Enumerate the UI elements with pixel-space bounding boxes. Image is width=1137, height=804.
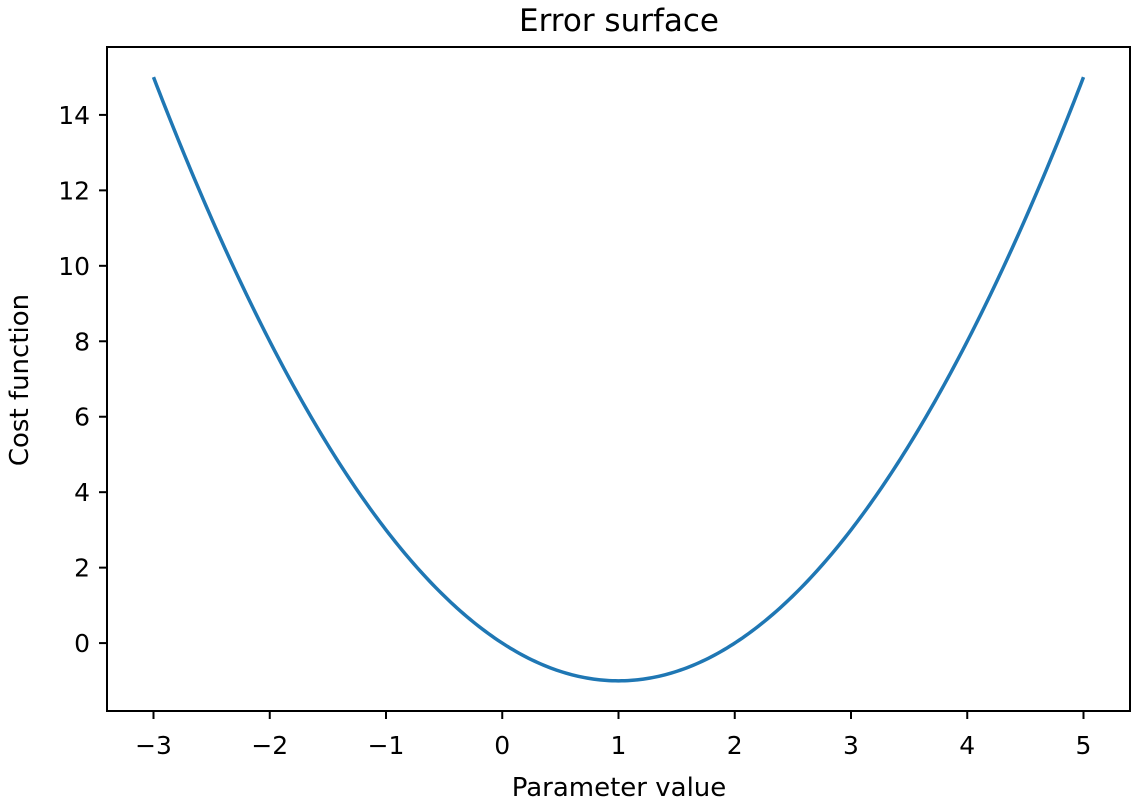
y-tick-label: 12 <box>58 176 90 205</box>
x-axis-label: Parameter value <box>512 773 727 803</box>
x-tick-label: 1 <box>611 731 627 760</box>
plot-area <box>151 76 1086 683</box>
y-tick-label: 0 <box>74 629 90 658</box>
x-tick-label: 0 <box>494 731 510 760</box>
plot-frame <box>106 46 1131 712</box>
x-tick-label: 2 <box>727 731 743 760</box>
chart-title: Error surface <box>519 3 719 39</box>
y-tick-label: 10 <box>58 252 90 281</box>
y-axis: 0 2 4 6 8 10 12 14 <box>58 101 107 658</box>
y-tick-label: 8 <box>74 327 90 356</box>
x-axis: −3 −2 −1 0 1 2 3 4 5 <box>135 711 1091 760</box>
x-tick-label: −3 <box>135 731 172 760</box>
x-tick-label: 3 <box>843 731 859 760</box>
series-line-0 <box>151 76 1086 683</box>
y-axis-label: Cost function <box>5 294 35 466</box>
x-tick-label: −2 <box>251 731 288 760</box>
x-tick-label: 5 <box>1076 731 1092 760</box>
x-tick-label: 4 <box>959 731 975 760</box>
y-tick-label: 4 <box>74 478 90 507</box>
y-tick-label: 6 <box>74 403 90 432</box>
y-tick-label: 14 <box>58 101 90 130</box>
x-tick-label: −1 <box>368 731 405 760</box>
y-tick-label: 2 <box>74 554 90 583</box>
